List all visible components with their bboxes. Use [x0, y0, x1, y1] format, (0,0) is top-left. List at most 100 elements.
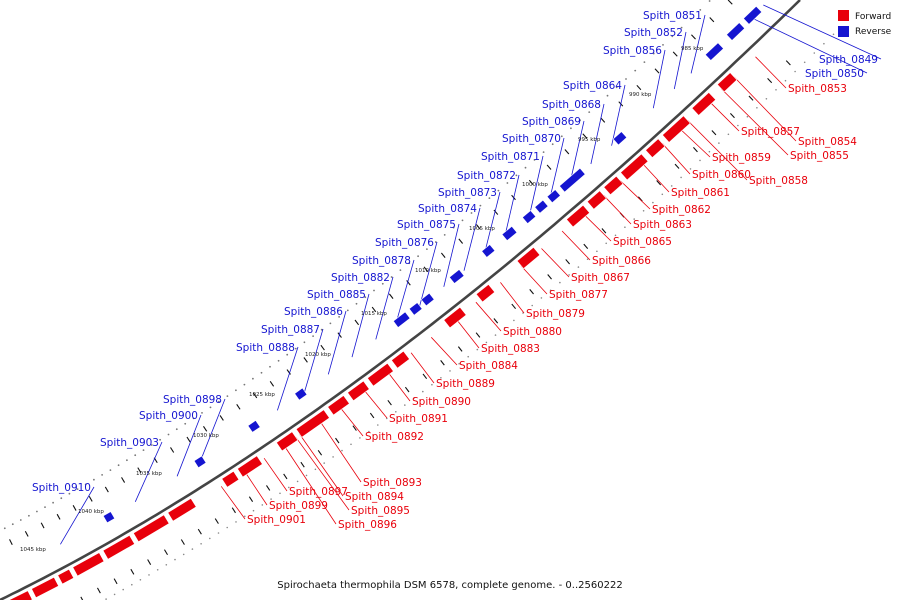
- gene-label-forward[interactable]: Spith_0896: [338, 519, 397, 531]
- ring-dot: [243, 383, 246, 386]
- gene-label-forward[interactable]: Spith_0854: [798, 136, 857, 148]
- gene-forward: [691, 91, 717, 116]
- ring-dot: [28, 514, 30, 517]
- gene-label-forward[interactable]: Spith_0853: [788, 83, 847, 95]
- gene-label-forward[interactable]: Spith_0890: [412, 396, 471, 408]
- gene-label-reverse[interactable]: Spith_0872: [457, 170, 516, 182]
- ring-dot: [494, 334, 497, 336]
- gene-label-reverse[interactable]: Spith_0903: [100, 437, 159, 449]
- tick-mark: [9, 539, 13, 545]
- gene-label-reverse[interactable]: Spith_0869: [522, 116, 581, 128]
- gene-label-forward[interactable]: Spith_0879: [526, 308, 585, 320]
- gene-reverse: [501, 225, 518, 242]
- gene-label-reverse[interactable]: Spith_0874: [418, 203, 477, 215]
- gene-label-forward[interactable]: Spith_0883: [481, 343, 540, 355]
- gene-label-forward[interactable]: Spith_0894: [345, 491, 404, 503]
- tick-mark: [231, 507, 236, 514]
- gene-label-forward[interactable]: Spith_0892: [365, 431, 424, 443]
- outer-dot-ring: [3, 0, 835, 600]
- gene-label-reverse[interactable]: Spith_0868: [542, 99, 601, 111]
- ring-dot: [485, 341, 488, 344]
- gene-label-forward[interactable]: Spith_0891: [389, 413, 448, 425]
- gene-label-reverse[interactable]: Spith_0900: [139, 410, 198, 422]
- tick-mark: [709, 17, 715, 23]
- gene-forward: [167, 497, 197, 522]
- label-connector: [386, 370, 411, 402]
- ring-dot: [506, 182, 509, 184]
- gene-label-reverse[interactable]: Spith_0886: [284, 306, 343, 318]
- tick-mark: [654, 68, 660, 74]
- tick-mark: [656, 180, 662, 186]
- gene-label-forward[interactable]: Spith_0893: [363, 477, 422, 489]
- gene-label-reverse[interactable]: Spith_0864: [563, 80, 622, 92]
- gene-label-forward[interactable]: Spith_0866: [592, 255, 651, 267]
- ring-dot: [699, 9, 702, 11]
- gene-label-forward[interactable]: Spith_0884: [459, 360, 518, 372]
- ring-dot: [260, 371, 263, 374]
- ring-dot: [643, 61, 646, 63]
- ring-dot: [570, 127, 572, 130]
- gene-label-forward[interactable]: Spith_0897: [289, 486, 348, 498]
- tick-mark: [767, 78, 773, 84]
- gene-label-reverse[interactable]: Spith_0885: [307, 289, 366, 301]
- tick-label: 1015 kbp: [361, 311, 387, 317]
- tick-mark: [674, 163, 680, 169]
- gene-label-reverse[interactable]: Spith_0871: [481, 151, 540, 163]
- tick-mark: [320, 344, 325, 351]
- gene-label-forward[interactable]: Spith_0858: [749, 175, 808, 187]
- label-connector: [504, 174, 520, 238]
- tick-label: 1025 kbp: [249, 392, 275, 398]
- gene-label-forward[interactable]: Spith_0880: [503, 326, 562, 338]
- gene-label-forward[interactable]: Spith_0877: [549, 289, 608, 301]
- label-connector: [338, 405, 364, 437]
- ring-dot: [126, 459, 128, 462]
- gene-label-reverse[interactable]: Spith_0856: [603, 45, 662, 57]
- ring-dot: [184, 422, 187, 425]
- gene-label-forward[interactable]: Spith_0862: [652, 204, 711, 216]
- ring-dot: [551, 143, 554, 146]
- gene-label-forward[interactable]: Spith_0863: [633, 219, 692, 231]
- label-connector: [733, 76, 797, 142]
- gene-label-forward[interactable]: Spith_0855: [790, 150, 849, 162]
- label-connector: [763, 4, 882, 60]
- tick-label: 1045 kbp: [20, 547, 46, 553]
- gene-label-forward[interactable]: Spith_0860: [692, 169, 751, 181]
- ring-dot: [226, 395, 229, 397]
- gene-label-reverse[interactable]: Spith_0873: [438, 187, 497, 199]
- gene-label-forward[interactable]: Spith_0899: [269, 500, 328, 512]
- label-connector: [362, 388, 388, 419]
- gene-label-forward[interactable]: Spith_0901: [247, 514, 306, 526]
- gene-label-forward[interactable]: Spith_0861: [671, 187, 730, 199]
- gene-label-reverse[interactable]: Spith_0888: [236, 342, 295, 354]
- gene-label-reverse[interactable]: Spith_0870: [502, 133, 561, 145]
- gene-label-forward[interactable]: Spith_0859: [712, 152, 771, 164]
- ring-dot: [244, 515, 246, 518]
- tick-mark: [317, 449, 323, 456]
- gene-label-reverse[interactable]: Spith_0849: [819, 54, 878, 66]
- ring-dot: [201, 412, 203, 414]
- tick-mark: [180, 539, 185, 545]
- gene-label-forward[interactable]: Spith_0865: [613, 236, 672, 248]
- gene-label-reverse[interactable]: Spith_0882: [331, 272, 390, 284]
- gene-label-forward[interactable]: Spith_0889: [436, 378, 495, 390]
- gene-label-reverse[interactable]: Spith_0887: [261, 324, 320, 336]
- tick-mark: [475, 224, 481, 230]
- gene-label-reverse[interactable]: Spith_0878: [352, 255, 411, 267]
- tick-mark: [528, 179, 534, 186]
- gene-label-reverse[interactable]: Spith_0852: [624, 27, 683, 39]
- gene-label-reverse[interactable]: Spith_0850: [805, 68, 864, 80]
- gene-label-forward[interactable]: Spith_0857: [741, 126, 800, 138]
- gene-label-reverse[interactable]: Spith_0910: [32, 482, 91, 494]
- tick-mark: [457, 346, 463, 352]
- gene-label-reverse[interactable]: Spith_0851: [643, 10, 702, 22]
- tick-mark: [303, 357, 308, 363]
- ring-dot: [368, 430, 370, 433]
- gene-label-reverse[interactable]: Spith_0898: [163, 394, 222, 406]
- gene-label-forward[interactable]: Spith_0867: [571, 272, 630, 284]
- gene-label-forward[interactable]: Spith_0895: [351, 505, 410, 517]
- gene-label-reverse[interactable]: Spith_0875: [397, 219, 456, 231]
- ring-dot: [586, 258, 589, 261]
- tick-mark: [423, 266, 429, 272]
- gene-reverse: [408, 302, 423, 316]
- gene-label-reverse[interactable]: Spith_0876: [375, 237, 434, 249]
